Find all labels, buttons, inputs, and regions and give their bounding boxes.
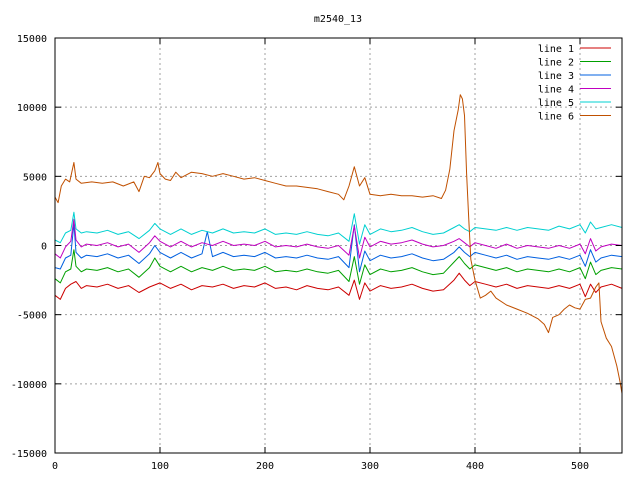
x-tick-label: 0 [52,461,58,472]
x-axis-ticks: 0 100 200 300 400 500 [52,38,589,472]
legend: line 1 line 2 line 3 line 4 line 5 line 6 [538,44,611,123]
series-line-6 [54,94,623,394]
chart-title: m2540_13 [314,14,362,25]
x-tick-label: 200 [256,461,274,472]
series-line-2 [54,249,623,285]
y-tick-label: 10000 [17,103,47,114]
legend-label: line 4 [538,85,574,96]
x-tick-label: 300 [361,461,379,472]
x-tick-label: 500 [571,461,589,472]
y-tick-label: -5000 [17,311,47,322]
x-tick-label: 400 [466,461,484,472]
legend-label: line 6 [538,112,574,123]
y-tick-label: -10000 [11,380,47,391]
legend-label: line 3 [538,71,574,82]
legend-label: line 5 [538,98,574,109]
series-lines [54,94,623,394]
legend-label: line 1 [538,44,574,55]
series-line-4 [54,218,623,259]
x-tick-label: 100 [151,461,169,472]
series-line-5 [54,211,623,245]
series-line-1 [54,272,623,300]
grid-lines [55,38,622,453]
y-tick-label: 0 [41,242,47,253]
y-tick-label: -15000 [11,449,47,460]
legend-label: line 2 [538,58,574,69]
series-line-3 [54,222,623,273]
y-tick-label: 15000 [17,34,47,45]
y-axis-ticks: -15000 -10000 -5000 0 5000 10000 15000 [11,34,622,460]
y-tick-label: 5000 [23,172,47,183]
